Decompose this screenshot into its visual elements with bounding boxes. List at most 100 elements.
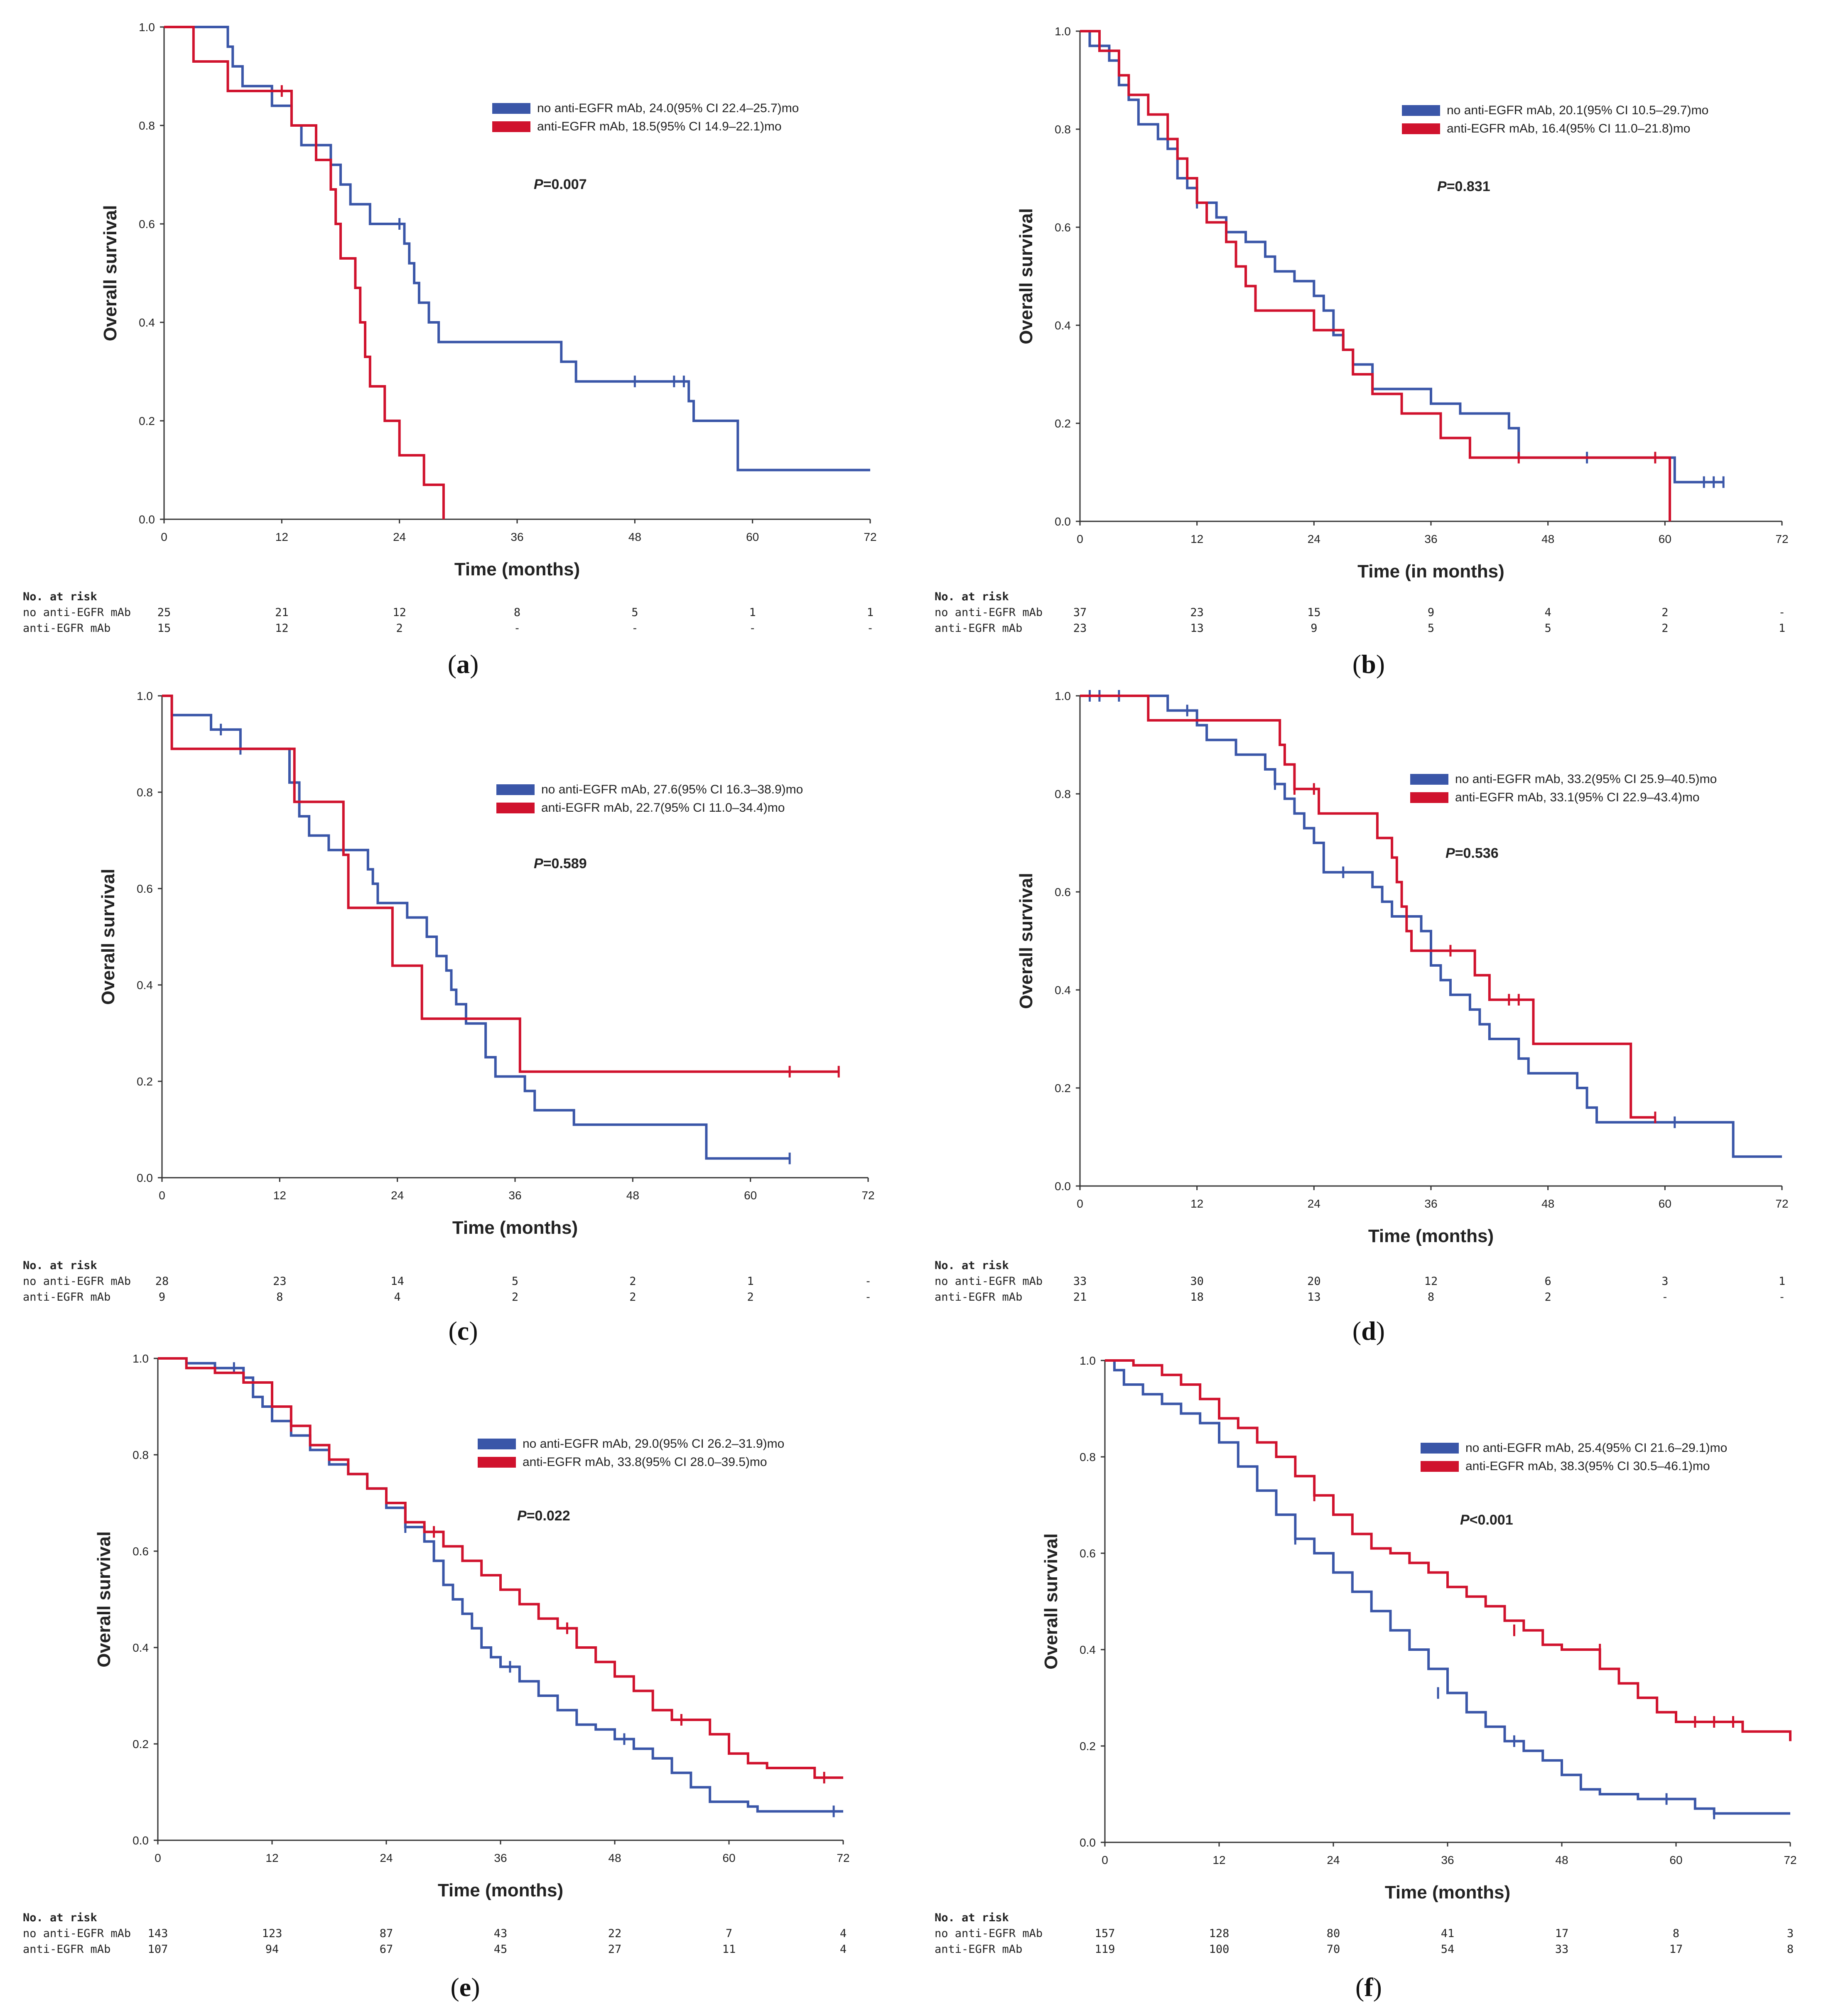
risk-table-title: No. at risk bbox=[23, 590, 97, 603]
y-tick-label: 1.0 bbox=[1055, 25, 1071, 38]
risk-count: - bbox=[865, 1291, 871, 1304]
risk-count: 8 bbox=[1673, 1927, 1679, 1940]
p-value-prefix: P bbox=[534, 177, 543, 192]
risk-table-title: No. at risk bbox=[935, 1259, 1009, 1272]
y-tick-label: 1.0 bbox=[1080, 1354, 1096, 1367]
survival-curve-no-egfr bbox=[164, 26, 870, 471]
y-tick-label: 0.0 bbox=[137, 1171, 153, 1184]
risk-count: 5 bbox=[1428, 622, 1434, 635]
p-value-number: =0.536 bbox=[1455, 845, 1499, 861]
risk-count: 12 bbox=[1424, 1275, 1438, 1288]
y-tick-label: 0.8 bbox=[1055, 123, 1071, 136]
risk-count: 14 bbox=[390, 1275, 404, 1288]
y-tick-label: 0.4 bbox=[1080, 1643, 1096, 1656]
p-value-number: =0.022 bbox=[527, 1508, 570, 1524]
y-tick-label: 0.2 bbox=[1080, 1740, 1096, 1753]
risk-table-title: No. at risk bbox=[23, 1259, 97, 1272]
risk-count: - bbox=[865, 1275, 871, 1288]
panel-label-letter: f bbox=[1364, 1972, 1373, 2002]
risk-count: 41 bbox=[1441, 1927, 1455, 1940]
survival-curve-egfr bbox=[1080, 30, 1671, 521]
km-panel-e: 1.0 0.8 0.6 0.4 0.2 0.0 0 12 24 36 48 60 72 Time (mon… bbox=[23, 1352, 850, 2002]
y-tick-label: 0.6 bbox=[137, 882, 153, 895]
y-tick-label: 0.8 bbox=[137, 786, 153, 799]
x-tick-label: 60 bbox=[744, 1189, 757, 1202]
x-tick-label: 48 bbox=[626, 1189, 639, 1202]
risk-row-label: no anti-EGFR mAb bbox=[23, 1275, 131, 1288]
p-value-prefix: P bbox=[1437, 179, 1447, 194]
x-tick-label: 12 bbox=[265, 1851, 278, 1864]
legend-swatch bbox=[1421, 1443, 1459, 1454]
risk-count: 15 bbox=[1307, 606, 1321, 619]
legend-label: no anti-EGFR mAb, 25.4(95% CI 21.6–29.1)… bbox=[1465, 1441, 1727, 1455]
x-tick-label: 36 bbox=[1424, 533, 1437, 545]
risk-count: 23 bbox=[1073, 622, 1087, 635]
y-tick-label: 1.0 bbox=[139, 21, 155, 34]
panel-label-close: ) bbox=[471, 1972, 480, 2002]
legend-label: anti-EGFR mAb, 22.7(95% CI 11.0–34.4)mo bbox=[541, 801, 785, 815]
panel-label: (b) bbox=[1352, 649, 1385, 679]
risk-row-label: anti-EGFR mAb bbox=[23, 622, 110, 635]
risk-count: 5 bbox=[512, 1275, 518, 1288]
panel-label-open: ( bbox=[1352, 1316, 1361, 1346]
x-tick-label: 24 bbox=[380, 1851, 393, 1864]
x-tick-label: 0 bbox=[161, 530, 167, 543]
p-value: P=0.589 bbox=[534, 856, 587, 872]
y-tick-label: 0.8 bbox=[1080, 1451, 1096, 1464]
km-panel-f: 1.0 0.8 0.6 0.4 0.2 0.0 0 12 24 36 48 60 72 Time (mon… bbox=[935, 1354, 1797, 2002]
risk-row-label: anti-EGFR mAb bbox=[935, 1291, 1022, 1304]
risk-count: 11 bbox=[722, 1943, 736, 1956]
x-tick-label: 12 bbox=[1190, 1197, 1203, 1210]
risk-count: 128 bbox=[1209, 1927, 1230, 1940]
survival-curve-no-egfr bbox=[158, 1357, 843, 1813]
risk-row-label: anti-EGFR mAb bbox=[23, 1943, 110, 1956]
x-tick-label: 60 bbox=[722, 1851, 735, 1864]
risk-count: 33 bbox=[1555, 1943, 1569, 1956]
risk-count: 2 bbox=[629, 1291, 636, 1304]
y-tick-label: 0.6 bbox=[139, 218, 155, 231]
risk-count: 2 bbox=[512, 1291, 518, 1304]
risk-count: 67 bbox=[380, 1943, 393, 1956]
risk-count: - bbox=[1661, 1291, 1668, 1304]
risk-count: 4 bbox=[394, 1291, 401, 1304]
p-value-number: <0.001 bbox=[1470, 1512, 1513, 1528]
x-tick-label: 72 bbox=[861, 1189, 874, 1202]
risk-count: 1 bbox=[1779, 1275, 1785, 1288]
y-tick-label: 0.2 bbox=[139, 415, 155, 427]
risk-count: 7 bbox=[726, 1927, 732, 1940]
x-tick-label: 36 bbox=[510, 530, 523, 543]
risk-count: 45 bbox=[494, 1943, 508, 1956]
x-tick-label: 60 bbox=[1659, 1197, 1671, 1210]
legend-swatch bbox=[496, 784, 535, 795]
risk-count: 37 bbox=[1073, 606, 1087, 619]
y-tick-label: 0.0 bbox=[139, 513, 155, 526]
legend-label: no anti-EGFR mAb, 33.2(95% CI 25.9–40.5)… bbox=[1455, 772, 1717, 786]
legend-swatch bbox=[1410, 774, 1448, 785]
legend-swatch bbox=[478, 1457, 516, 1468]
legend-swatch bbox=[478, 1439, 516, 1449]
legend-label: anti-EGFR mAb, 16.4(95% CI 11.0–21.8)mo bbox=[1447, 122, 1690, 135]
legend-swatch bbox=[1421, 1461, 1459, 1472]
x-tick-label: 48 bbox=[1541, 1197, 1554, 1210]
risk-count: 9 bbox=[1311, 622, 1317, 635]
risk-table-title: No. at risk bbox=[935, 590, 1009, 603]
risk-count: 8 bbox=[514, 606, 520, 619]
panel-label-letter: a bbox=[456, 649, 470, 679]
panel-label-open: ( bbox=[1355, 1972, 1364, 2002]
y-axis-title: Overall survival bbox=[1016, 873, 1036, 1009]
p-value-number: =0.007 bbox=[543, 177, 587, 192]
risk-row-label: no anti-EGFR mAb bbox=[935, 1927, 1043, 1940]
risk-count: 107 bbox=[148, 1943, 168, 1956]
x-tick-label: 12 bbox=[1190, 533, 1203, 545]
p-value: P=0.831 bbox=[1437, 179, 1490, 194]
risk-count: 13 bbox=[1190, 622, 1204, 635]
risk-count: 8 bbox=[276, 1291, 283, 1304]
x-axis-title: Time (months) bbox=[438, 1880, 563, 1901]
y-axis-title: Overall survival bbox=[1016, 208, 1036, 344]
risk-count: 80 bbox=[1327, 1927, 1340, 1940]
y-tick-label: 0.4 bbox=[133, 1641, 149, 1654]
panel-label-close: ) bbox=[1373, 1972, 1382, 2002]
